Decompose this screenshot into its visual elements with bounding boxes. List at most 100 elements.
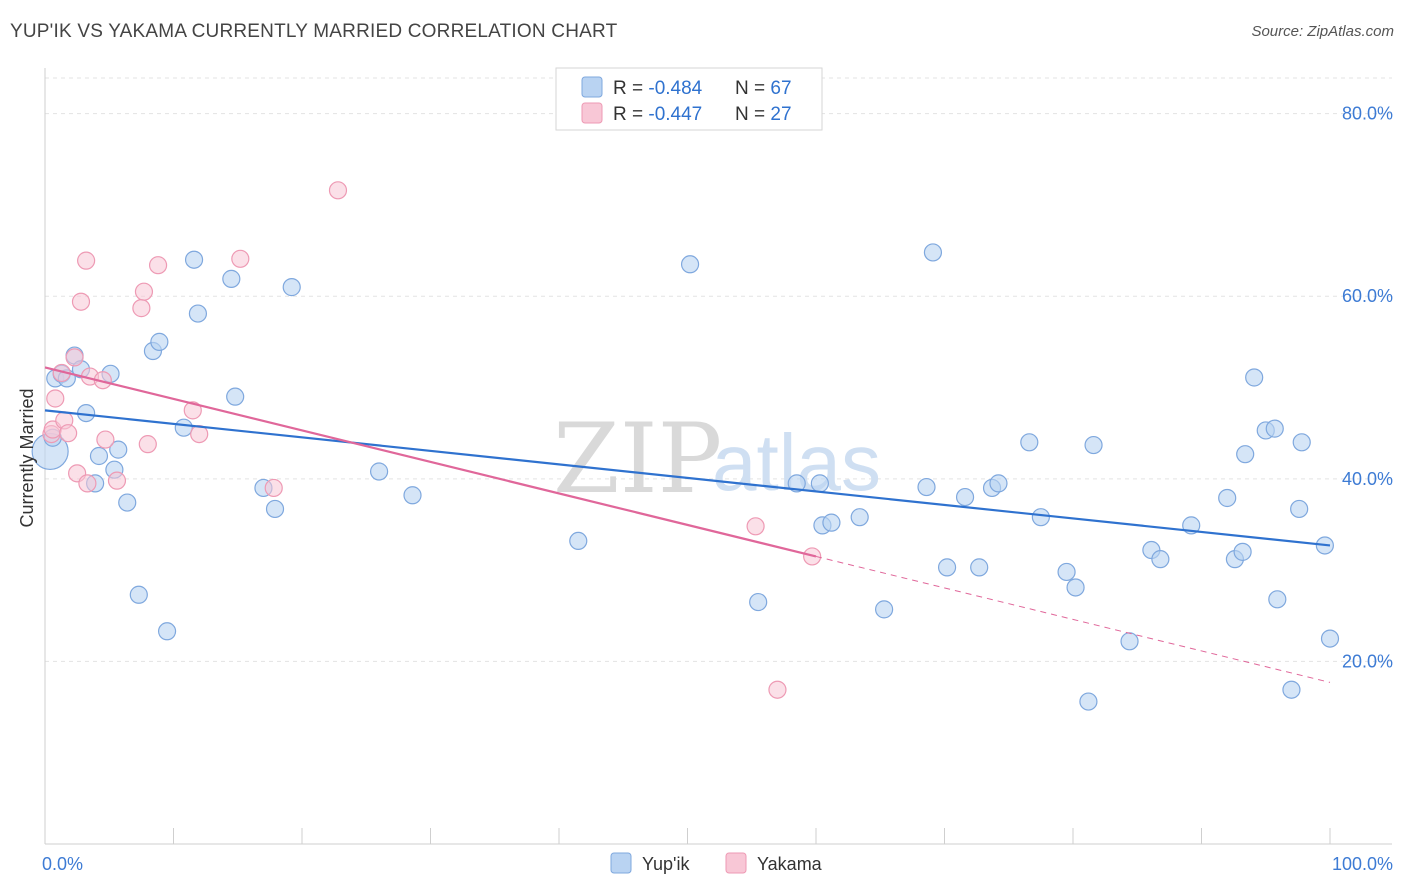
yupik-point [222,269,241,288]
watermark: ZIP atlas [553,403,881,515]
yupik-point [917,477,936,497]
yakama-point [148,256,168,275]
yakama-point [264,478,283,498]
yupik-point [1233,542,1252,561]
yupik-point [1282,680,1301,699]
y-axis-label: Currently Married [17,388,37,527]
yupik-point [569,531,588,551]
legend-n-1: N = 67 [735,78,792,99]
yupik-trend-line [44,409,1331,547]
grid-lines [45,77,1392,662]
yupik-point [875,600,894,619]
top-legend: R = -0.484 N = 67 R = -0.447 N = 27 [555,67,823,131]
yupik-point [282,278,301,297]
legend-n-value-2: 27 [770,104,791,125]
yupik-point [1120,632,1139,651]
legend-r-label-2: R = [613,104,648,125]
yakama-point [746,517,765,536]
yupik-point [174,418,193,437]
y-tick-label: 40.0% [1342,469,1393,489]
yupik-point [89,446,109,466]
yupik-point [1031,508,1050,527]
legend-row-2: R = -0.447 [613,104,702,125]
yupik-point [1268,590,1287,609]
trend-lines [44,366,1331,683]
yakama-point [132,299,151,318]
yupik-point [265,499,285,519]
tick-labels: 20.0% 40.0% 60.0% 80.0% 0.0% 100.0% [42,104,1393,874]
yakama-point [59,424,78,443]
yupik-point [1290,499,1309,519]
yupik-point [810,474,829,493]
yupik-points [31,243,1340,711]
yupik-point [1218,488,1237,508]
y-tick-label: 20.0% [1342,651,1393,671]
yakama-point [78,474,97,493]
yakama-points [42,181,822,699]
yupik-point [1084,435,1103,455]
yupik-point [1079,692,1098,711]
legend-n-label-2: N = [735,104,770,125]
yakama-point [96,430,115,449]
yupik-point [1265,419,1284,438]
legend-r-value-2: -0.447 [648,104,702,125]
yakama-trend-extension [815,555,1331,683]
bottom-legend-yakama: Yakama [757,854,823,874]
bottom-legend: Yup'ik Yakama [610,852,823,874]
legend-n-label-1: N = [735,78,770,99]
yupik-point [822,513,841,532]
yupik-point [1292,433,1311,452]
yakama-point [328,181,348,200]
legend-r-label-1: R = [613,78,648,99]
yupik-point [989,474,1008,493]
yakama-point [134,282,154,301]
legend-swatch-yupik [581,76,603,98]
yupik-point [184,250,204,269]
yupik-point [118,493,137,512]
yakama-point [231,249,250,268]
yupik-point [403,486,422,505]
yupik-point [1057,562,1076,582]
x-tick-label-min: 0.0% [42,854,83,874]
yupik-point [150,332,169,351]
yupik-point [787,474,806,493]
bottom-legend-swatch-yakama [725,852,747,874]
x-tick-label-max: 100.0% [1332,854,1393,874]
yakama-point [46,389,65,408]
yakama-point [768,680,787,699]
legend-row-1: R = -0.484 [613,78,703,99]
yupik-point [937,558,957,577]
source-label: Source: ZipAtlas.com [1251,23,1394,40]
yupik-point [680,255,700,274]
legend-swatch-yakama [581,102,603,124]
yupik-point [188,304,208,323]
yupik-point [129,585,148,604]
yupik-point [226,387,245,406]
yupik-point [1066,578,1085,597]
yakama-point [107,471,127,490]
yakama-point [183,401,202,420]
yupik-point [109,440,128,459]
yakama-point [77,251,96,270]
yupik-point [370,462,389,481]
yupik-point [970,558,989,577]
yupik-point [157,622,177,641]
legend-r-value-1: -0.484 [648,78,702,99]
legend-n-2: N = 27 [735,104,792,125]
yupik-point [1236,445,1255,464]
watermark-atlas: atlas [712,418,881,507]
yupik-point [955,487,975,507]
yupik-point [1320,629,1340,648]
yakama-trend-line [44,366,817,558]
yupik-point [749,592,768,612]
yakama-point [138,435,157,454]
yupik-point [923,243,943,262]
bottom-legend-swatch-yupik [610,852,632,874]
yupik-point [1020,433,1039,452]
y-tick-label: 80.0% [1342,104,1393,124]
yupik-point [1245,368,1264,387]
yakama-point [65,348,84,367]
bottom-legend-yupik: Yup'ik [642,854,690,874]
y-tick-label: 60.0% [1342,286,1393,306]
